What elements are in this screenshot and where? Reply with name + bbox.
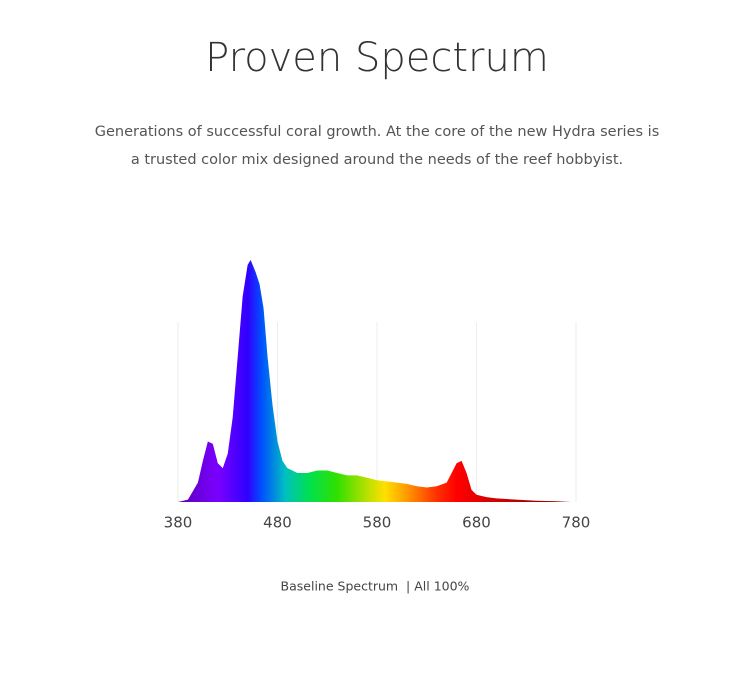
x-tick-label: 680 [462,514,491,532]
spectrum-area [178,260,572,502]
x-tick-label: 780 [562,514,591,532]
x-tick-label: 480 [263,514,292,532]
caption: Baseline Spectrum | All 100% [281,579,470,594]
subtitle: Generations of successful coral growth. … [95,124,660,140]
title: Proven Spectrum [205,35,549,81]
x-tick-label: 580 [363,514,392,532]
subtitle: a trusted color mix designed around the … [131,152,623,168]
x-tick-label: 380 [164,514,193,532]
